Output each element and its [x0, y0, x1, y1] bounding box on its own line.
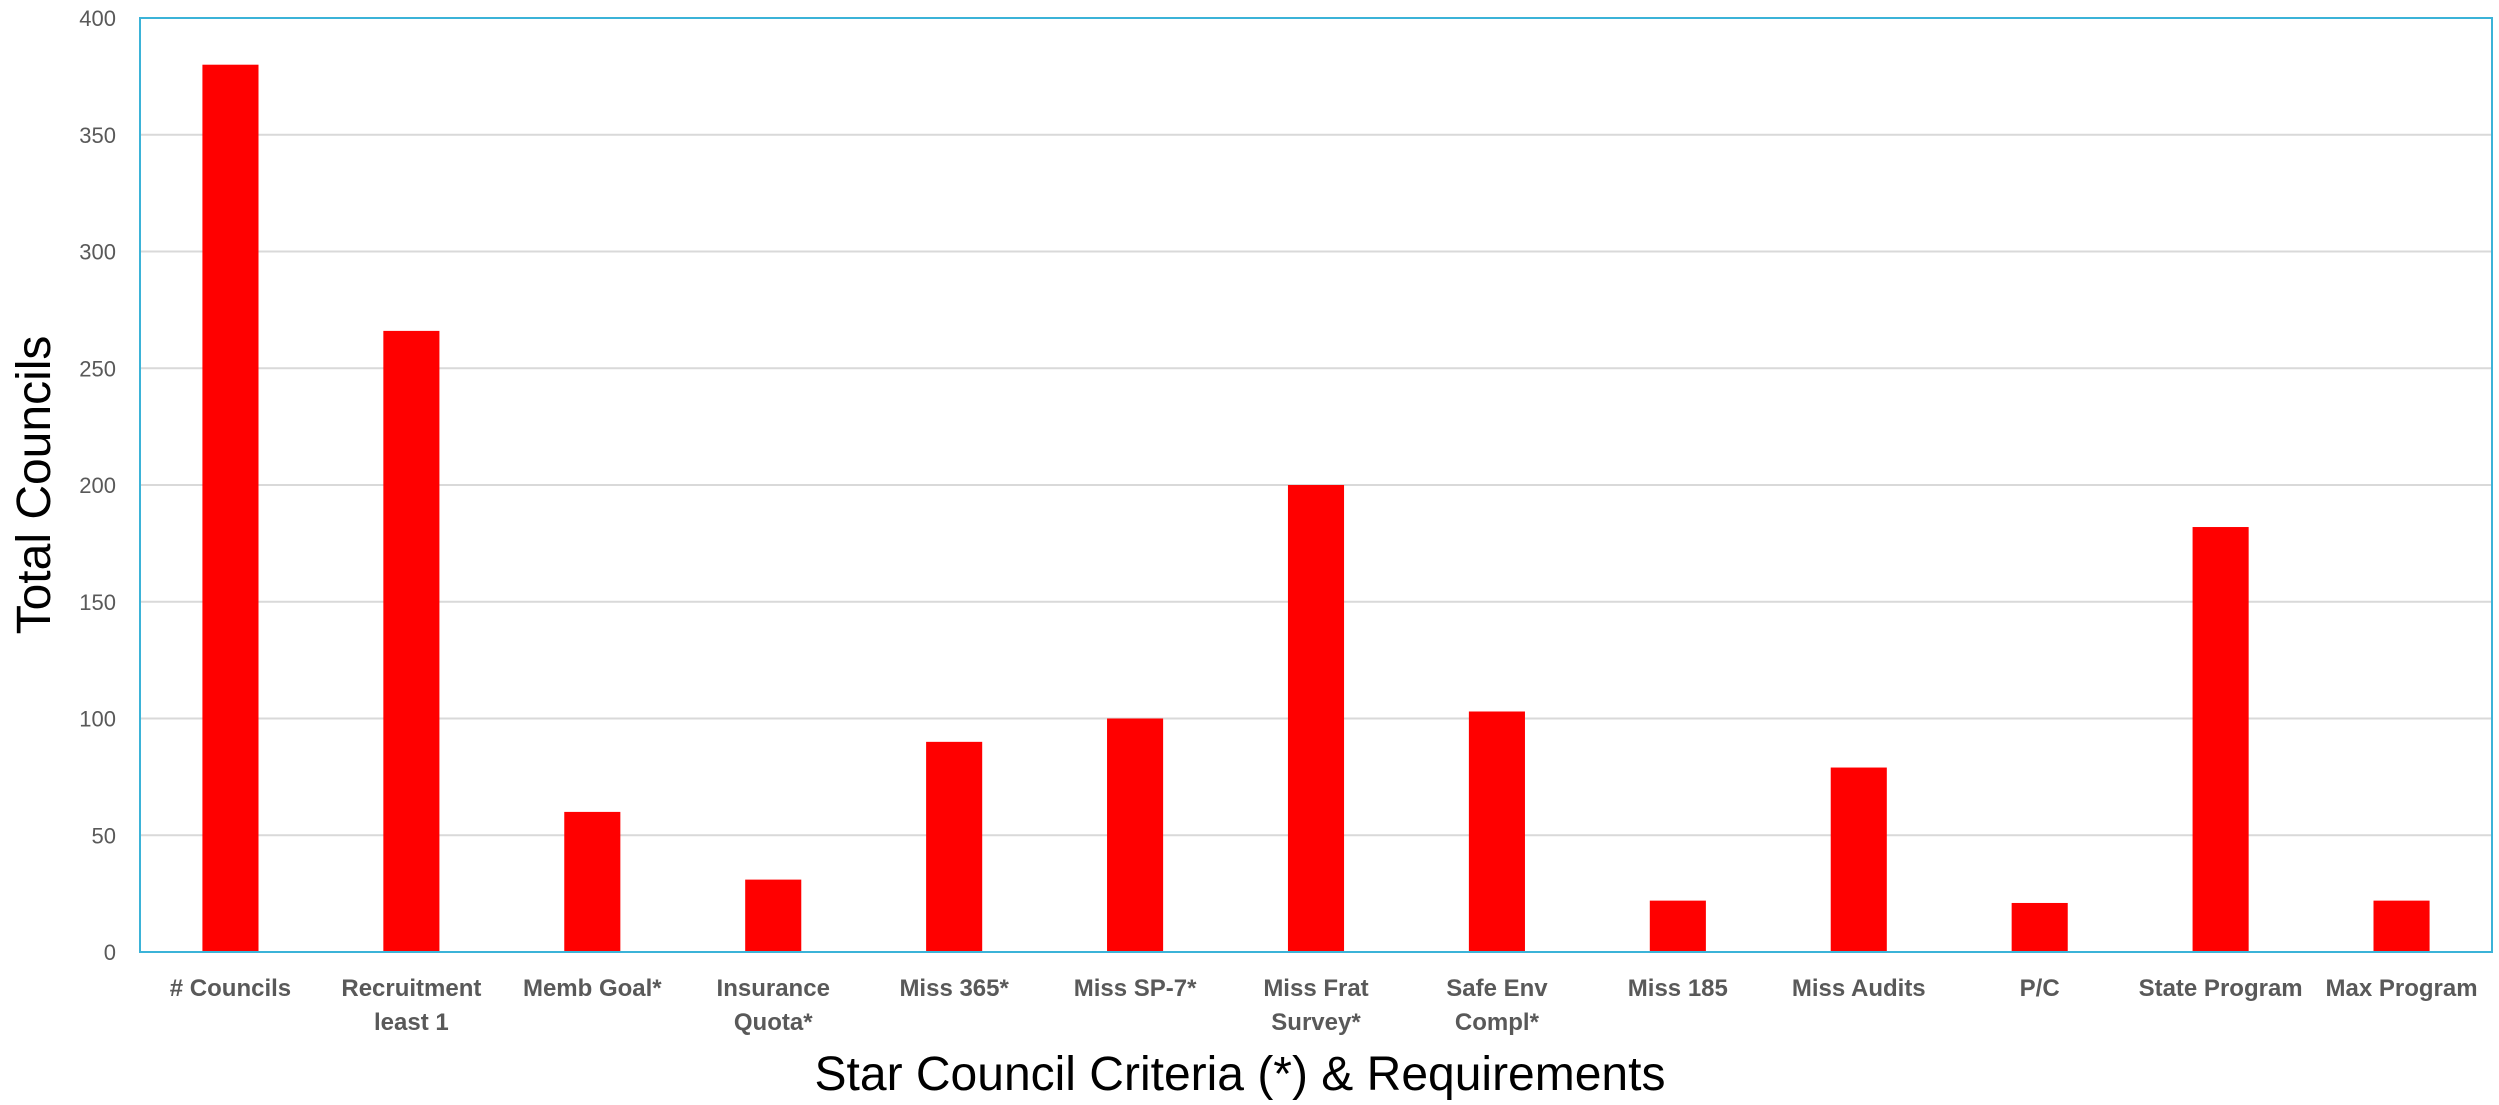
bars — [202, 64, 2430, 952]
y-tick-label: 300 — [79, 240, 116, 265]
y-tick-label: 250 — [79, 356, 116, 381]
x-tick-label-line: P/C — [2020, 975, 2060, 1002]
x-tick-label-line: Recruitment — [341, 975, 481, 1002]
bar — [564, 811, 621, 952]
bar — [1287, 485, 1345, 952]
bar — [926, 741, 983, 952]
bar — [745, 879, 802, 952]
x-tick-label: State Program — [2139, 975, 2303, 1002]
y-tick-label: 0 — [104, 940, 116, 965]
x-tick-label-line: Memb Goal* — [523, 975, 662, 1002]
x-tick-label: Miss 365* — [899, 975, 1009, 1002]
bar — [2011, 902, 2068, 952]
bar — [2192, 527, 2249, 952]
y-tick-label: 350 — [79, 123, 116, 148]
x-tick-label-line: Survey* — [1271, 1009, 1361, 1036]
x-tick-label: P/C — [2020, 975, 2060, 1002]
x-tick-label-line: Safe Env — [1446, 975, 1548, 1002]
plot-frame — [139, 17, 2493, 953]
y-tick-label: 100 — [79, 707, 116, 732]
x-tick-label: Miss Frat Survey* — [1263, 975, 1368, 1036]
x-tick-label: Insurance Quota* — [717, 975, 830, 1036]
x-tick-label-line: Compl* — [1455, 1009, 1540, 1036]
y-tick-label: 50 — [92, 823, 116, 848]
x-tick-label: Recruitment least 1 — [341, 975, 481, 1036]
y-tick-label: 200 — [79, 473, 116, 498]
y-axis-title: Total Councils — [8, 336, 61, 635]
x-tick-label-line: Miss Audits — [1792, 975, 1926, 1002]
bar — [1468, 711, 1525, 952]
x-tick-label-line: State Program — [2139, 975, 2303, 1002]
x-tick-label-line: Miss Frat — [1263, 975, 1368, 1002]
y-tick-label: 150 — [79, 590, 116, 615]
x-tick-label-line: Max Program — [2326, 975, 2478, 1002]
x-tick-label-line: Quota* — [734, 1009, 813, 1036]
x-tick-label: Max Program — [2326, 975, 2478, 1002]
bar — [1107, 718, 1164, 952]
x-tick-label: # Councils — [170, 975, 291, 1002]
x-tick-label-line: # Councils — [170, 975, 291, 1002]
y-tick-label: 400 — [79, 6, 116, 31]
bar — [202, 64, 259, 952]
bar — [1830, 767, 1887, 952]
x-tick-label: Miss SP-7* — [1074, 975, 1197, 1002]
x-tick-label-line: Miss 185 — [1628, 975, 1728, 1002]
x-tick-labels: # Councils Recruitment least 1 Memb Goal* In… — [170, 975, 2478, 1036]
x-tick-label-line: Miss 365* — [899, 975, 1009, 1002]
y-tick-labels: 0 50 100 150 200 250 300 350 400 — [79, 6, 116, 965]
x-tick-label-line: least 1 — [374, 1009, 449, 1036]
bar — [2373, 900, 2430, 952]
x-axis-title: Star Council Criteria (*) & Requirements — [815, 1048, 1666, 1101]
x-tick-label-line: Insurance — [717, 975, 830, 1002]
x-tick-label: Miss 185 — [1628, 975, 1728, 1002]
bar — [1649, 900, 1706, 952]
x-tick-label: Safe Env Compl* — [1446, 975, 1548, 1036]
x-tick-label: Miss Audits — [1792, 975, 1926, 1002]
x-tick-label-line: Miss SP-7* — [1074, 975, 1197, 1002]
bar — [383, 330, 440, 952]
x-tick-label: Memb Goal* — [523, 975, 662, 1002]
